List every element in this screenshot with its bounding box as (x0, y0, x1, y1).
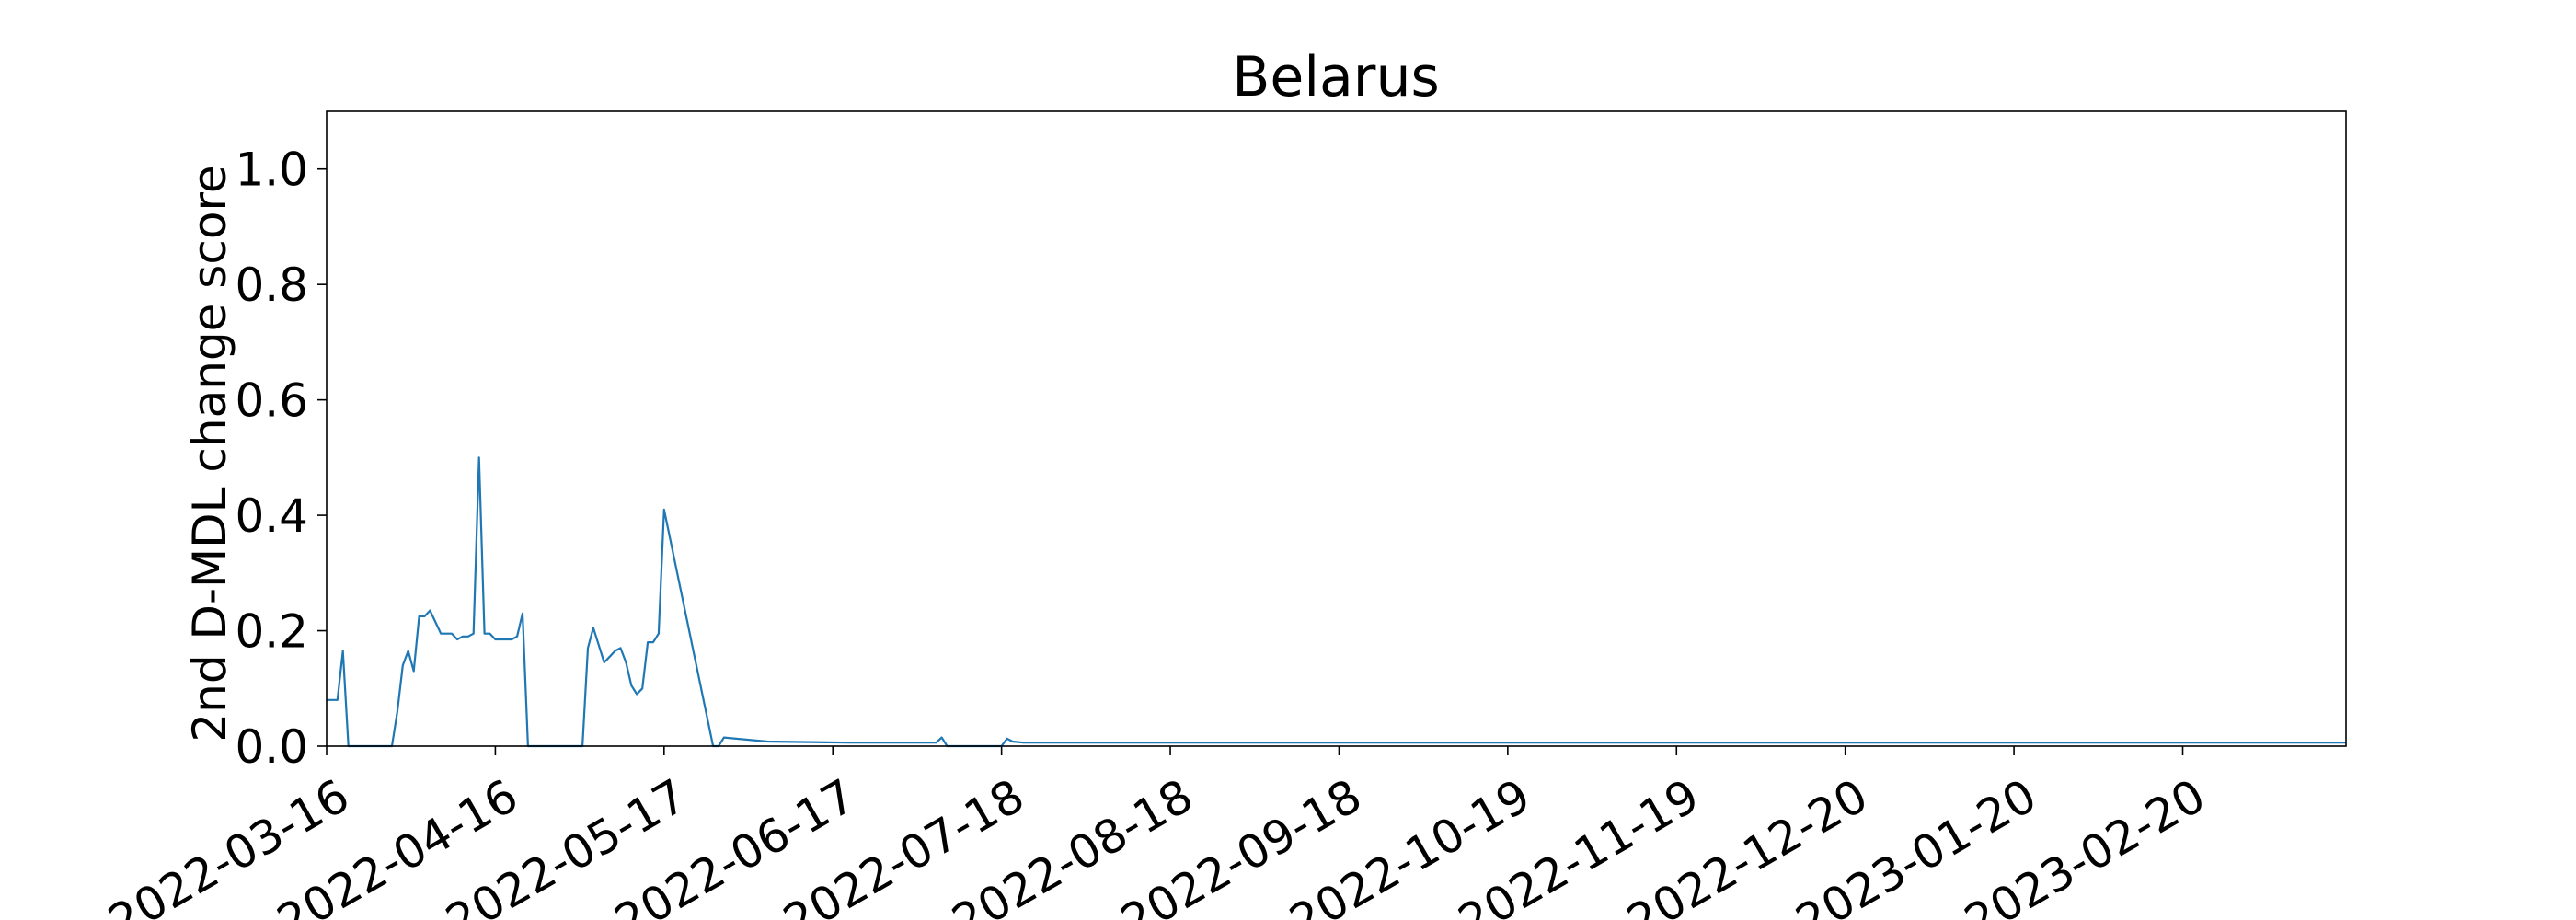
y-tick-label: 0.4 (235, 489, 308, 543)
series-line-0 (327, 456, 2346, 748)
y-axis-ticks: 0.0 0.2 0.4 0.6 0.8 1.0 (235, 144, 327, 774)
series-group (327, 456, 2346, 748)
plot-frame (326, 110, 2347, 747)
y-tick-label: 0.8 (235, 259, 308, 312)
y-tick-label: 0.0 (235, 720, 308, 774)
x-axis-ticks: 2022-03-162022-04-162022-05-172022-06-17… (99, 746, 2214, 920)
y-axis-label: 2nd D-MDL change score (183, 165, 236, 742)
chart-title: Belarus (1232, 45, 1439, 109)
y-tick-label: 0.2 (235, 605, 308, 659)
y-tick-label: 0.6 (235, 374, 308, 428)
y-tick-label: 1.0 (235, 144, 308, 197)
